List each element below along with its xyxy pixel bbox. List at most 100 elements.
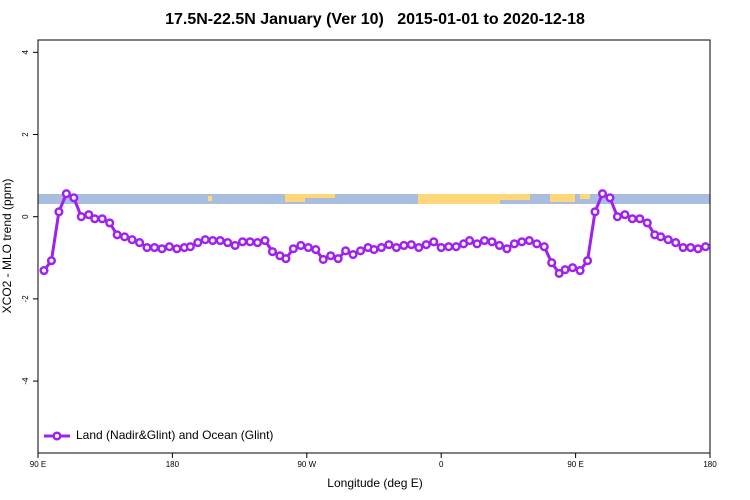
chart-title: 17.5N-22.5N January (Ver 10) 2015-01-01 … [165,11,585,28]
data-point [560,265,570,275]
data-point [105,218,115,228]
data-point [575,265,585,276]
data-point [547,258,557,268]
data-point [193,238,203,248]
data-point [605,193,615,203]
x-tick-label: 90 W [297,460,316,469]
data-point [356,246,366,256]
data-point [612,212,622,222]
data-point [539,242,549,252]
data-point [568,263,578,273]
x-tick-label: 0 [439,460,444,469]
data-point [686,242,696,253]
legend-marker [52,431,62,441]
data-point [149,242,160,253]
data-point [281,254,291,264]
data-point [399,240,409,251]
data-point [627,214,637,224]
data-point [406,240,416,250]
data-point [369,245,379,255]
data-point [582,256,593,266]
data-point [494,240,504,251]
data-point [376,242,387,253]
data-point [487,237,497,247]
data-point [554,268,564,278]
data-point [303,242,313,253]
y-tick-label: -4 [21,377,30,385]
land-ocean-strip [38,194,710,204]
data-point [465,235,475,246]
data-point [620,210,630,220]
data-point [597,189,608,199]
data-point [421,240,431,250]
data-point [76,212,86,222]
data-point [223,238,233,248]
data-line [42,191,706,276]
data-point [436,242,446,253]
data-point [238,237,248,247]
data-point [252,238,263,248]
x-tick-label: 90 E [567,460,583,469]
data-point [384,240,394,250]
data-point [502,244,512,254]
data-point [90,214,100,224]
y-axis-label: XCO2 - MLO trend (ppm) [0,179,14,314]
data-point [245,237,255,247]
x-tick-label: 90 E [30,460,46,469]
data-point [69,193,79,203]
data-point [532,239,542,249]
legend-label: Land (Nadir&Glint) and Ocean (Glint) [76,428,273,442]
data-point [288,244,298,254]
data-point [208,235,218,246]
data-point [157,244,167,254]
data-point [517,237,527,247]
data-point [46,256,56,266]
data-point [472,239,482,249]
data-point [311,245,321,255]
data-point [296,240,306,251]
data-point [671,238,681,248]
data-point [112,230,122,240]
data-point [451,242,461,252]
x-tick-label: 180 [166,460,180,469]
data-point [230,240,240,251]
x-tick-label: 180 [703,460,717,469]
data-point [215,235,225,246]
data-point [318,254,328,264]
y-tick-label: 4 [21,50,30,55]
data-point [693,244,703,254]
data-point [326,251,336,261]
data-point [127,235,137,245]
data-point [185,242,195,252]
data-point [54,207,64,217]
data-point [429,237,439,247]
data-point [635,214,645,224]
data-point [509,239,519,249]
data-point [391,242,401,253]
data-point [642,218,652,228]
data-point [120,232,130,242]
data-point [172,244,182,254]
data-point [200,235,210,245]
data-point [444,242,454,252]
y-tick-label: -2 [21,295,30,303]
data-point [61,189,71,199]
data-point [267,247,278,257]
data-point [524,235,534,246]
data-point [414,242,424,253]
data-point [164,242,174,252]
data-point [348,249,358,260]
data-point [84,210,94,220]
data-point [39,265,49,276]
data-point [142,242,152,253]
data-point [590,207,600,217]
data-point [341,246,351,256]
data-point [678,242,688,253]
y-tick-label: 0 [21,214,30,219]
data-point [260,235,270,246]
data-point [479,235,490,246]
data-point [700,242,711,252]
data-point [663,235,673,245]
y-tick-label: 2 [21,132,30,137]
